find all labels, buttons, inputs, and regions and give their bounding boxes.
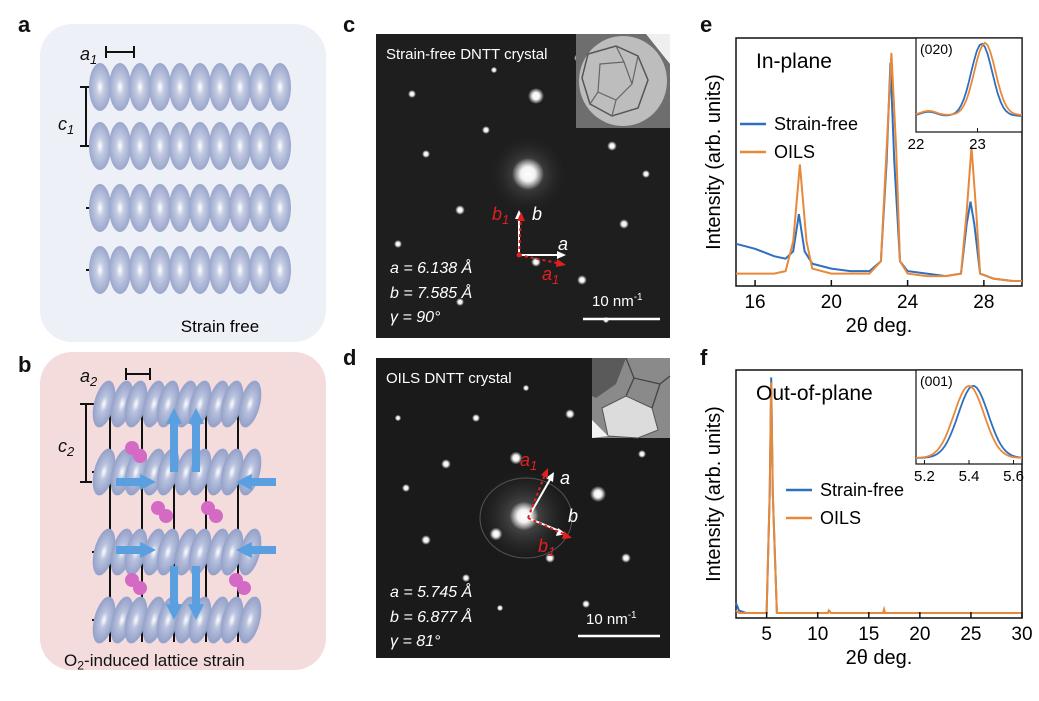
series-line-oils — [735, 382, 1022, 614]
inset-tick-label: 23 — [969, 136, 986, 153]
inset-title: (001) — [920, 373, 953, 389]
panel-a-lattice: Strain free — [40, 24, 326, 342]
legend-label: Strain-free — [820, 480, 904, 500]
y-axis-label: Intensity (arb. units) — [703, 74, 725, 250]
panel-d-param-gamma: γ = 81° — [390, 633, 441, 650]
panel-c-scale-label: 10 nm-1 — [592, 292, 643, 310]
x-tick-label: 5 — [761, 624, 772, 645]
panel-c-inset-micrograph — [576, 34, 670, 128]
x-tick-label: 25 — [960, 624, 981, 645]
panel-f-label: f — [700, 345, 708, 370]
plot-frame — [735, 37, 1023, 287]
panel-c-vec-b: b — [532, 204, 543, 224]
panel-a-label: a — [18, 12, 31, 37]
legend-label: OILS — [820, 508, 861, 528]
panel-d-scale-label: 10 nm-1 — [586, 610, 637, 628]
panel-c-param-gamma: γ = 90° — [390, 309, 441, 326]
panel-c-label: c — [343, 12, 356, 37]
panel-c-param-a: a = 6.138 Å — [390, 260, 473, 277]
series-line-oils — [736, 52, 1022, 282]
panel-c-vec-a: a — [558, 234, 569, 254]
panel-e-chart: 16 20 24 28 2θ deg. Intensity (arb. units) In-… — [703, 37, 1023, 337]
inset-series-line — [915, 384, 1023, 459]
panel-d-param-b: b = 6.877 Å — [390, 609, 473, 626]
panel-c-vec-a1: a1 — [542, 264, 560, 287]
panel-d-vec-b1: b1 — [538, 536, 556, 559]
inset-frame — [915, 37, 1023, 133]
inset-tick-label: 22 — [908, 136, 925, 153]
inset-title: (020) — [920, 41, 953, 57]
panel-a-lattice-c-label: c1 — [58, 114, 75, 137]
panel-a-lattice-a-label: a1 — [80, 44, 98, 67]
panel-e-label: e — [700, 12, 713, 37]
x-tick-label: 10 — [807, 624, 828, 645]
chart-title: Out-of-plane — [756, 382, 873, 405]
panel-d-vec-a: a — [560, 468, 571, 488]
x-tick-label: 15 — [858, 624, 879, 645]
panel-d-title: OILS DNTT crystal — [386, 370, 512, 387]
panel-c-title: Strain-free DNTT crystal — [386, 46, 548, 63]
plot-frame — [735, 369, 1023, 619]
panel-a-caption: Strain free — [181, 317, 259, 336]
inset-tick-label: 5.4 — [959, 468, 980, 485]
panel-d-vec-a1: a1 — [520, 450, 538, 473]
panel-d-diffraction-image: OILS DNTT crystal a = 5.745 Å b = 6.877 … — [376, 358, 670, 658]
x-tick-label: 24 — [897, 292, 919, 313]
panel-b-label: b — [18, 352, 32, 377]
panel-b-caption: O2-induced lattice strain — [64, 651, 245, 673]
panel-d-inset-micrograph — [592, 358, 670, 439]
panel-f-chart: 5 10 15 20 25 30 2θ deg. Intensity (arb. units)… — [703, 369, 1033, 669]
inset-series-line — [915, 384, 1023, 459]
legend-label: OILS — [774, 142, 815, 162]
panel-c-diffraction-image: Strain-free DNTT crystal a = 6.138 Å b =… — [376, 34, 670, 338]
panel-d-label: d — [343, 345, 357, 370]
legend-label: Strain-free — [774, 114, 858, 134]
chart-title: In-plane — [756, 50, 832, 73]
y-axis-label: Intensity (arb. units) — [703, 406, 725, 582]
inset-tick-label: 5.6 — [1003, 468, 1024, 485]
panel-b-lattice-c-label: c2 — [58, 436, 75, 459]
inset-series-line — [915, 41, 1023, 116]
panel-d-vec-b: b — [568, 506, 579, 526]
x-tick-label: 16 — [744, 292, 765, 313]
panel-b-lattice — [40, 352, 326, 670]
panel-c-vec-b1: b1 — [492, 204, 510, 227]
x-tick-label: 20 — [909, 624, 930, 645]
panel-b-lattice-a-label: a2 — [80, 366, 98, 389]
x-axis-label: 2θ deg. — [846, 647, 913, 669]
panel-d-param-a: a = 5.745 Å — [390, 584, 473, 601]
x-tick-label: 30 — [1011, 624, 1032, 645]
x-tick-label: 28 — [973, 292, 994, 313]
x-tick-label: 20 — [821, 292, 842, 313]
x-axis-label: 2θ deg. — [846, 315, 913, 337]
panel-c-param-b: b = 7.585 Å — [390, 285, 473, 302]
inset-tick-label: 5.2 — [914, 468, 935, 485]
